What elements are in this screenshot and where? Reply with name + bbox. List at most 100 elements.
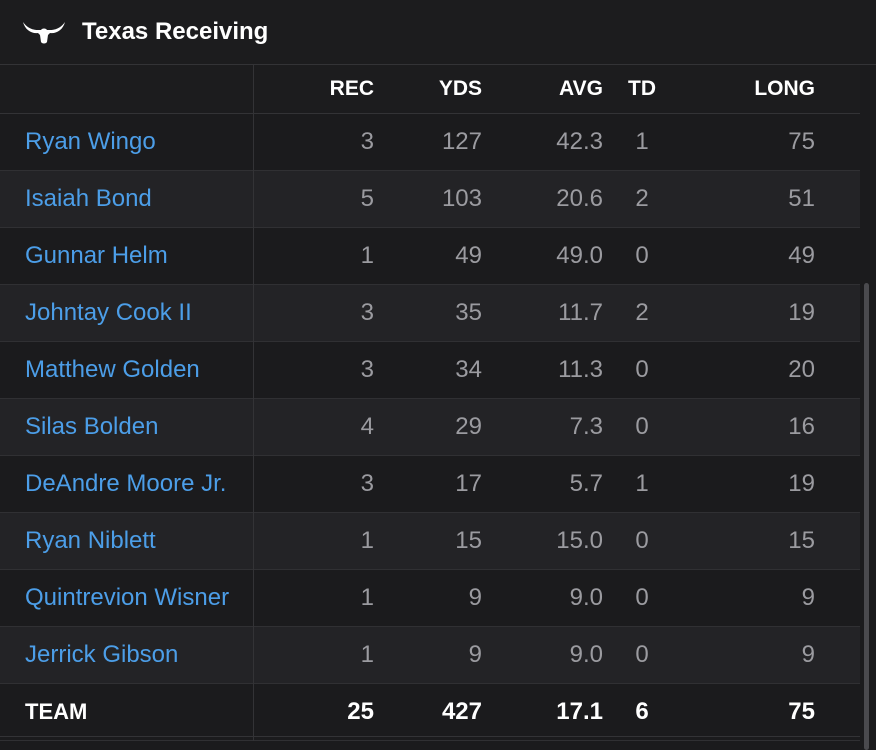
column-header-rec[interactable]: REC: [253, 65, 374, 114]
stat-rec: 3: [360, 355, 374, 383]
row-spacer: [815, 398, 860, 455]
row-spacer: [815, 512, 860, 569]
player-name-link[interactable]: Ryan Wingo: [0, 113, 254, 170]
scrollbar[interactable]: [864, 283, 869, 750]
stat-rec: 3: [360, 469, 374, 497]
player-name-link[interactable]: Ryan Niblett: [0, 512, 254, 569]
table-row: Matthew Golden 3 34 11.3 0 20: [0, 341, 860, 398]
stat-td: 0: [635, 355, 649, 383]
longhorn-icon: [23, 22, 65, 44]
stat-yds: 49: [455, 241, 482, 269]
stat-avg: 11.3: [558, 355, 603, 383]
stat-yds: 34: [455, 355, 482, 383]
team-label: TEAM: [0, 683, 254, 740]
player-name-link[interactable]: Silas Bolden: [0, 398, 254, 455]
stat-yds: 17: [455, 469, 482, 497]
stat-avg: 9.0: [569, 583, 603, 611]
row-spacer: [815, 227, 860, 284]
table-row: Jerrick Gibson 1 9 9.0 0 9: [0, 626, 860, 683]
stat-long: 51: [788, 184, 815, 212]
team-avg: 17.1: [556, 697, 603, 725]
stat-long: 15: [788, 526, 815, 554]
row-spacer: [815, 341, 860, 398]
stat-td: 1: [635, 469, 649, 497]
stat-long: 19: [788, 298, 815, 326]
stat-long: 9: [801, 640, 815, 668]
column-spacer: [815, 65, 860, 114]
stat-yds: 127: [441, 127, 482, 155]
stat-td: 2: [635, 298, 649, 326]
stat-td: 0: [635, 241, 649, 269]
table-row: Gunnar Helm 1 49 49.0 0 49: [0, 227, 860, 284]
stat-rec: 1: [360, 241, 374, 269]
team-yds: 427: [441, 697, 482, 725]
stat-rec: 3: [360, 127, 374, 155]
stat-rec: 4: [360, 412, 374, 440]
stat-avg: 20.6: [556, 184, 603, 212]
stat-avg: 15.0: [556, 526, 603, 554]
row-spacer: [815, 284, 860, 341]
row-spacer: [815, 569, 860, 626]
stat-rec: 1: [360, 583, 374, 611]
stat-avg: 9.0: [569, 640, 603, 668]
section-header: Texas Receiving: [0, 0, 876, 65]
player-name-link[interactable]: Quintrevion Wisner: [0, 569, 254, 626]
stat-long: 49: [788, 241, 815, 269]
column-header-avg[interactable]: AVG: [482, 65, 603, 114]
stat-yds: 15: [455, 526, 482, 554]
stat-rec: 3: [360, 298, 374, 326]
stat-long: 16: [788, 412, 815, 440]
column-header-yds[interactable]: YDS: [374, 65, 482, 114]
player-name-link[interactable]: Gunnar Helm: [0, 227, 254, 284]
stat-yds: 29: [455, 412, 482, 440]
row-spacer: [815, 455, 860, 512]
row-spacer: [815, 113, 860, 170]
table-row: Isaiah Bond 5 103 20.6 2 51: [0, 170, 860, 227]
stat-avg: 49.0: [556, 241, 603, 269]
row-spacer: [815, 170, 860, 227]
player-name-link[interactable]: DeAndre Moore Jr.: [0, 455, 254, 512]
stat-rec: 5: [360, 184, 374, 212]
stat-avg: 11.7: [558, 298, 603, 326]
team-total-row: TEAM 25 427 17.1 6 75: [0, 683, 860, 740]
team-rec: 25: [347, 697, 374, 725]
stat-avg: 7.3: [569, 412, 603, 440]
stat-yds: 9: [468, 583, 482, 611]
stat-td: 0: [635, 583, 649, 611]
row-spacer: [815, 626, 860, 683]
stat-long: 9: [801, 583, 815, 611]
stat-yds: 9: [468, 640, 482, 668]
stat-td: 2: [635, 184, 649, 212]
column-header-long[interactable]: LONG: [681, 65, 815, 114]
stat-td: 0: [635, 640, 649, 668]
column-header-name: [0, 65, 254, 114]
row-spacer: [815, 683, 860, 740]
table-row: DeAndre Moore Jr. 3 17 5.7 1 19: [0, 455, 860, 512]
stat-td: 0: [635, 526, 649, 554]
stat-td: 1: [635, 127, 649, 155]
team-long: 75: [788, 697, 815, 725]
table-row: Ryan Niblett 1 15 15.0 0 15: [0, 512, 860, 569]
divider: [0, 736, 860, 737]
stat-long: 75: [788, 127, 815, 155]
table-row: Silas Bolden 4 29 7.3 0 16: [0, 398, 860, 455]
table-header-row: REC YDS AVG TD LONG: [0, 65, 860, 114]
stat-avg: 42.3: [556, 127, 603, 155]
page-title: Texas Receiving: [82, 18, 269, 45]
column-header-td[interactable]: TD: [603, 65, 681, 114]
receiving-table: REC YDS AVG TD LONG Ryan Wingo 3 127 42.3 1 7…: [0, 65, 860, 741]
stat-td: 0: [635, 412, 649, 440]
table-row: Ryan Wingo 3 127 42.3 1 75: [0, 113, 860, 170]
table-row: Quintrevion Wisner 1 9 9.0 0 9: [0, 569, 860, 626]
table-row: Johntay Cook II 3 35 11.7 2 19: [0, 284, 860, 341]
player-name-link[interactable]: Johntay Cook II: [0, 284, 254, 341]
stat-long: 20: [788, 355, 815, 383]
team-td: 6: [635, 697, 649, 725]
stat-yds: 35: [455, 298, 482, 326]
player-name-link[interactable]: Jerrick Gibson: [0, 626, 254, 683]
stat-rec: 1: [360, 640, 374, 668]
stat-yds: 103: [441, 184, 482, 212]
stat-avg: 5.7: [569, 469, 603, 497]
player-name-link[interactable]: Matthew Golden: [0, 341, 254, 398]
player-name-link[interactable]: Isaiah Bond: [0, 170, 254, 227]
